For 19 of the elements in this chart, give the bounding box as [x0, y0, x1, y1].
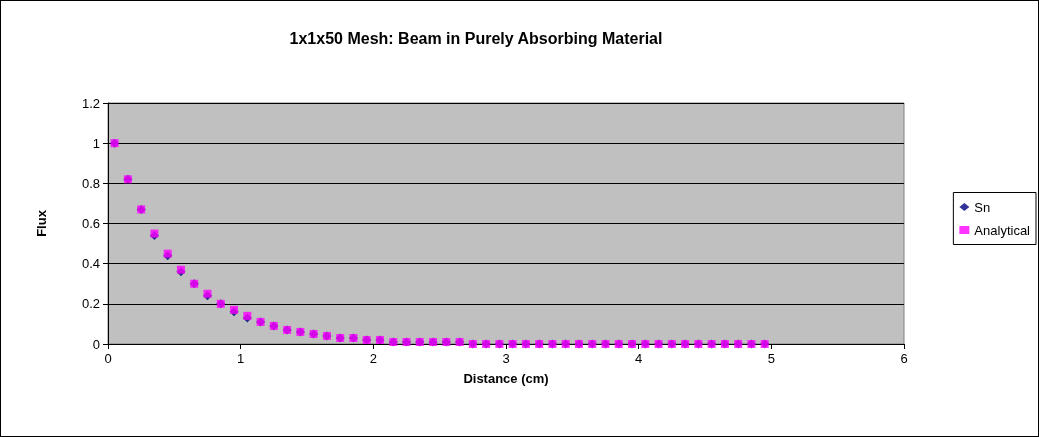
x-tick-label: 3: [502, 351, 510, 366]
x-tick-label: 1: [237, 351, 245, 366]
x-tick-label: 5: [767, 351, 775, 366]
legend-label: Analytical: [974, 222, 1031, 238]
y-tick-label: 0: [92, 336, 100, 352]
chart-title: 1x1x50 Mesh: Beam in Purely Absorbing Material: [289, 29, 663, 47]
x-tick-label: 2: [369, 351, 377, 366]
x-axis-title: Distance (cm): [463, 371, 549, 386]
y-tick-label: 0.2: [81, 296, 100, 312]
y-tick-label: 0.4: [81, 256, 100, 272]
x-tick-label: 6: [900, 351, 908, 366]
legend-label: Sn: [974, 199, 991, 215]
x-tick-label: 4: [635, 351, 643, 366]
y-tick-label: 1: [92, 135, 100, 151]
y-tick-label: 1.2: [81, 95, 100, 111]
y-tick-label: 0.6: [81, 216, 100, 231]
y-axis-title: Flux: [34, 209, 49, 237]
y-tick-label: 0.8: [81, 175, 100, 191]
x-tick-label: 0: [104, 351, 112, 366]
